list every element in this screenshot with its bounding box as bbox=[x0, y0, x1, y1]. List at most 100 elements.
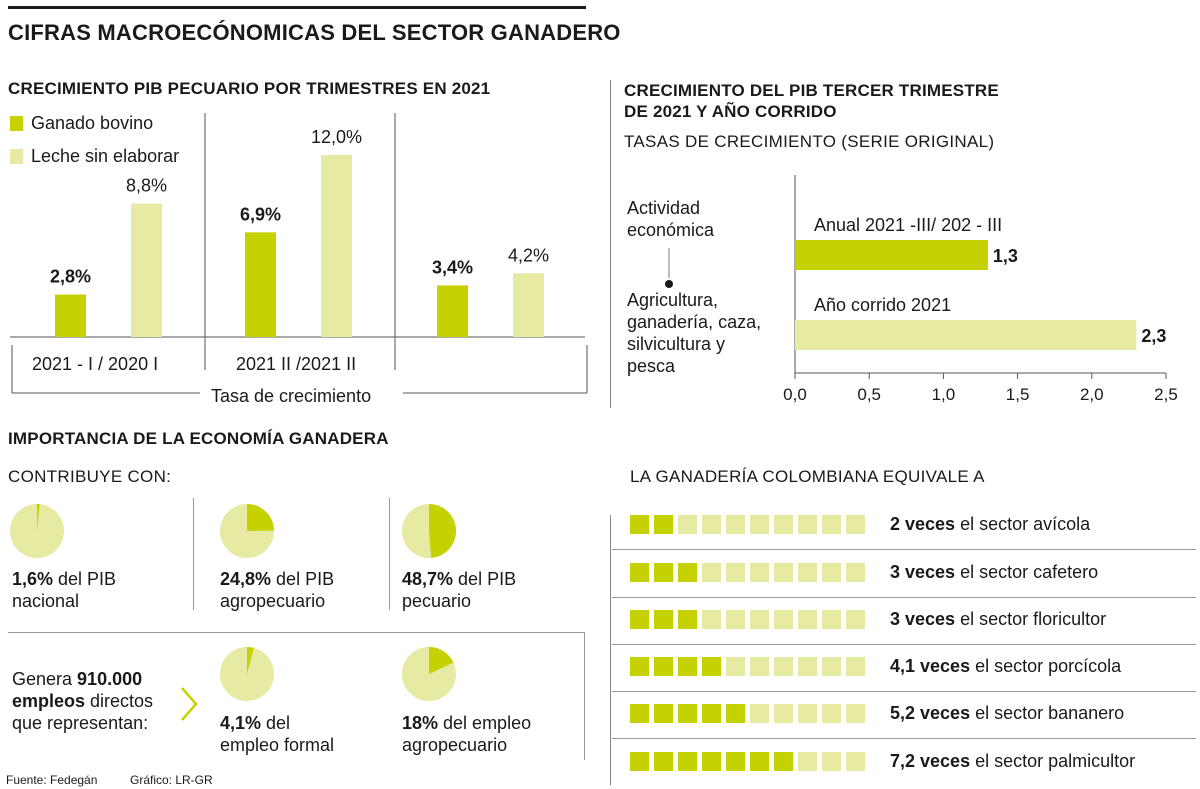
pie-value: 24,8% bbox=[220, 569, 272, 589]
equivale-square bbox=[774, 704, 793, 723]
equivale-square bbox=[846, 610, 865, 629]
equivale-square bbox=[678, 657, 697, 676]
bar-anual bbox=[795, 240, 988, 270]
x-axis-label: Tasa de crecimiento bbox=[211, 386, 372, 406]
equivale-square bbox=[750, 704, 769, 723]
pie-caption-text: agropecuario bbox=[402, 735, 508, 755]
data-label: 12,0% bbox=[311, 127, 362, 147]
pie-top-1-slice bbox=[37, 504, 40, 531]
pie-top-3-slice bbox=[429, 504, 457, 558]
equivale-square bbox=[846, 657, 865, 676]
equivale-square bbox=[630, 752, 649, 771]
pie-caption-text: empleo formal bbox=[220, 735, 335, 755]
legend-label-leche: Leche sin elaborar bbox=[31, 146, 180, 166]
pie-caption-text: del PIB bbox=[53, 569, 117, 589]
equivale-square bbox=[822, 752, 841, 771]
empleos-word: empleos bbox=[12, 691, 86, 711]
source-note: Fuente: Fedegán bbox=[6, 773, 98, 787]
equivale-square bbox=[726, 515, 745, 534]
equivale-sector: el sector porcícola bbox=[970, 656, 1122, 676]
pib-chart-title: CRECIMIENTO DEL PIB TERCER TRIMESTRE DE … bbox=[624, 81, 999, 121]
contribuye-label: CONTRIBUYE CON: bbox=[8, 467, 172, 486]
x-tick-label: 2,0 bbox=[1080, 385, 1104, 404]
x-tick-label: 0,5 bbox=[857, 385, 881, 404]
equivale-title: LA GANADERÍA COLOMBIANA EQUIVALE A bbox=[630, 467, 985, 486]
equivale-square bbox=[654, 657, 673, 676]
equivale-sector: el sector cafetero bbox=[955, 562, 1099, 582]
pie-value: 1,6% bbox=[12, 569, 54, 589]
equivale-square bbox=[654, 610, 673, 629]
bar-leche bbox=[321, 155, 352, 337]
main-title: CIFRAS MACROECÓNOMICAS DEL SECTOR GANADE… bbox=[8, 20, 621, 45]
pie-divider bbox=[193, 498, 194, 610]
pie-group bbox=[10, 504, 457, 701]
equivale-square bbox=[798, 610, 817, 629]
empleos-box-right bbox=[584, 632, 585, 760]
category-header: Actividad económica bbox=[627, 198, 715, 240]
equivale-square bbox=[630, 563, 649, 582]
data-label: 3,4% bbox=[432, 257, 473, 277]
category-name: Agricultura, ganadería, caza, silvicultu… bbox=[627, 290, 762, 376]
importance-title: IMPORTANCIA DE LA ECONOMÍA GANADERA bbox=[8, 429, 389, 448]
bar-leche bbox=[513, 273, 544, 337]
empleos-post: directos bbox=[85, 691, 154, 711]
equivale-label: 4,1 veces el sector porcícola bbox=[890, 656, 1121, 677]
equivale-square bbox=[774, 563, 793, 582]
legend-swatch-light bbox=[10, 149, 23, 164]
chevron-right-icon bbox=[181, 687, 198, 721]
equivale-divider bbox=[610, 515, 611, 785]
equivale-square bbox=[798, 752, 817, 771]
bar-value-label: 2,3 bbox=[1141, 326, 1166, 346]
x-tick-label: 2,5 bbox=[1154, 385, 1178, 404]
pie-caption-text: del empleo bbox=[438, 713, 532, 733]
equivale-square bbox=[846, 752, 865, 771]
legend-swatch-dark bbox=[10, 116, 23, 131]
pie-top-2-slice bbox=[247, 504, 274, 531]
quarterly-chart-title: CRECIMIENTO PIB PECUARIO POR TRIMESTRES … bbox=[8, 79, 491, 98]
series-label-anual: Anual 2021 -III/ 202 - III bbox=[814, 215, 1003, 235]
equivale-value: 4,1 veces bbox=[890, 656, 971, 676]
graphic-credit: Gráfico: LR-GR bbox=[130, 773, 213, 787]
title-rule bbox=[8, 6, 586, 9]
equivale-square bbox=[726, 752, 745, 771]
pie-caption-text: del PIB bbox=[271, 569, 335, 589]
equivale-label: 3 veces el sector floricultor bbox=[890, 609, 1106, 630]
equivale-square bbox=[702, 563, 721, 582]
pie-value: 4,1% bbox=[220, 713, 262, 733]
pib-horizontal-bar-chart: 0,0 0,5 1,0 1,5 2,0 2,5 1,3 2,3 bbox=[665, 175, 1178, 404]
series-label-ano-corrido: Año corrido 2021 bbox=[814, 295, 952, 315]
equivale-square bbox=[678, 610, 697, 629]
equivale-label: 7,2 veces el sector palmicultor bbox=[890, 751, 1135, 772]
equivale-square bbox=[774, 752, 793, 771]
pib-chart-subtitle: TASAS DE CRECIMIENTO (SERIE ORIGINAL) bbox=[624, 132, 995, 151]
bar-ganado bbox=[245, 232, 276, 337]
equivale-square bbox=[774, 657, 793, 676]
pie-value: 18% bbox=[402, 713, 439, 733]
empleos-pre: Genera bbox=[12, 669, 78, 689]
equivale-square bbox=[750, 752, 769, 771]
pie-value: 48,7% bbox=[402, 569, 454, 589]
pie-caption-pib-agropecuario: 24,8% del PIB agropecuario bbox=[220, 568, 334, 612]
equivale-label: 3 veces el sector cafetero bbox=[890, 562, 1098, 583]
equivale-separator bbox=[612, 691, 1196, 692]
equivale-square bbox=[678, 515, 697, 534]
equivale-square bbox=[798, 704, 817, 723]
pie-caption-text: nacional bbox=[12, 591, 80, 611]
bar-ganado bbox=[55, 294, 86, 337]
pie-divider bbox=[389, 498, 390, 610]
pie-caption-text: del bbox=[261, 713, 291, 733]
pie-bottom-1-slice bbox=[247, 647, 254, 674]
equivale-square bbox=[702, 610, 721, 629]
bar-leche bbox=[131, 203, 162, 337]
equivale-square bbox=[630, 610, 649, 629]
pie-caption-empleo-formal: 4,1% del empleo formal bbox=[220, 712, 334, 756]
equivale-square bbox=[750, 515, 769, 534]
data-label: 8,8% bbox=[126, 176, 167, 196]
equivale-square bbox=[654, 563, 673, 582]
equivale-square bbox=[678, 752, 697, 771]
bar-value-label: 1,3 bbox=[993, 246, 1018, 266]
pie-caption-text: pecuario bbox=[402, 591, 472, 611]
equivale-square bbox=[822, 515, 841, 534]
equivale-sector: el sector bananero bbox=[970, 703, 1125, 723]
legend-item-leche: Leche sin elaborar bbox=[10, 145, 179, 167]
